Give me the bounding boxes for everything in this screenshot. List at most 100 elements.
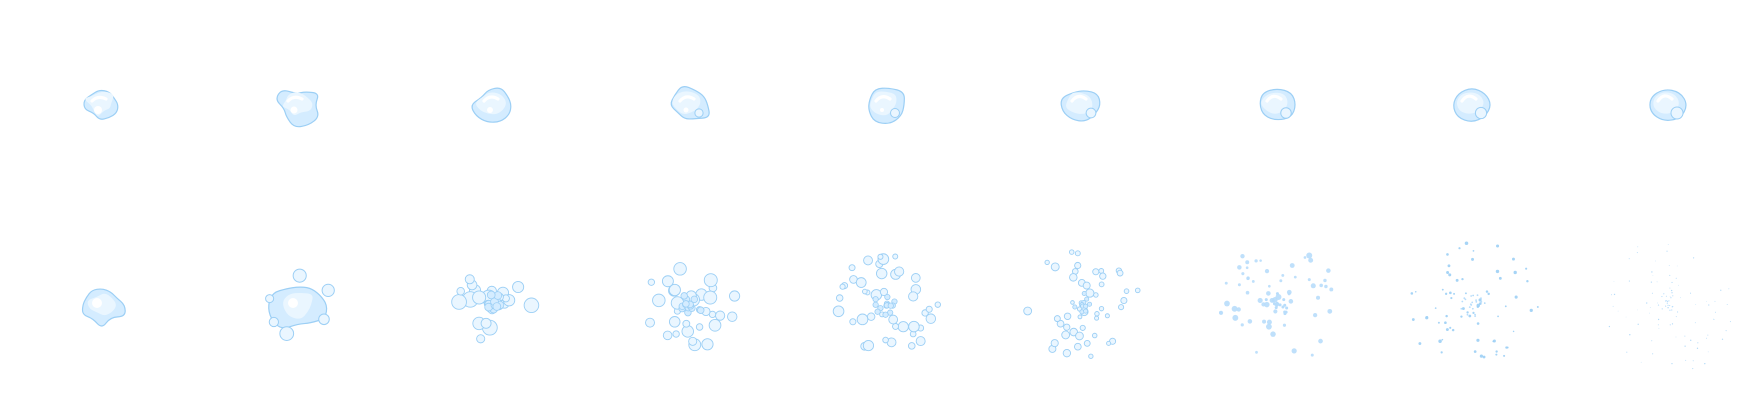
burst-droplet	[1495, 269, 1500, 274]
burst-droplet	[451, 294, 467, 310]
burst-cluster	[1666, 302, 1668, 304]
burst-droplet	[1268, 284, 1271, 288]
forming-frame-9	[1649, 89, 1687, 121]
burst-droplet	[1232, 314, 1239, 321]
burst-droplet	[1628, 258, 1630, 260]
burst-droplet	[729, 290, 741, 302]
burst-cluster	[690, 295, 699, 304]
burst-droplet	[1487, 292, 1490, 296]
burst-droplet	[1706, 301, 1707, 303]
burst-droplet	[1092, 268, 1100, 276]
burst-cluster	[1666, 300, 1669, 302]
burst-droplet	[1259, 259, 1262, 262]
burst-droplet	[1671, 281, 1673, 284]
burst-droplet	[1652, 274, 1654, 276]
burst-cluster	[1480, 297, 1482, 300]
burst-droplet	[835, 294, 844, 302]
burst-droplet	[1303, 256, 1307, 259]
burst-droplet	[1503, 354, 1506, 357]
burst-droplet	[1458, 247, 1461, 250]
burst-cluster	[1087, 301, 1093, 307]
burst-droplet	[1666, 250, 1668, 252]
bursting-frame-9	[1608, 244, 1731, 370]
burst-cluster	[872, 301, 879, 308]
burst-droplet	[673, 262, 687, 276]
burst-droplet	[897, 321, 909, 333]
burst-droplet	[1608, 325, 1611, 328]
bubble-droplet	[1670, 106, 1684, 120]
burst-droplet	[1446, 271, 1450, 274]
burst-droplet	[1461, 307, 1465, 310]
burst-droplet	[1671, 363, 1673, 365]
burst-droplet	[1476, 338, 1480, 342]
burst-droplet	[1479, 354, 1484, 358]
burst-droplet	[1282, 323, 1287, 327]
burst-droplet	[1316, 295, 1321, 300]
burst-cluster	[1264, 298, 1268, 302]
burst-droplet	[1451, 328, 1455, 332]
burst-droplet	[1254, 259, 1258, 263]
burst-droplet	[1637, 246, 1639, 248]
burst-droplet	[1476, 305, 1480, 309]
burst-droplet	[1077, 314, 1083, 320]
burst-droplet	[1410, 292, 1414, 295]
burst-droplet	[1713, 318, 1715, 320]
burst-droplet	[1308, 257, 1314, 263]
burst-glint	[288, 298, 298, 308]
burst-droplet	[1713, 319, 1715, 320]
burst-droplet	[1324, 284, 1328, 289]
burst-cluster	[1282, 298, 1286, 302]
burst-droplet	[708, 318, 722, 332]
burst-droplet	[1496, 244, 1500, 248]
burst-droplet	[1050, 339, 1059, 348]
burst-droplet	[1445, 328, 1449, 332]
bubble-highlight	[678, 95, 696, 103]
burst-droplet	[877, 253, 884, 260]
burst-droplet	[1106, 340, 1112, 346]
burst-droplet	[1526, 279, 1529, 283]
bubble-droplet	[1085, 107, 1097, 119]
burst-droplet	[682, 319, 691, 328]
burst-droplet	[1318, 338, 1323, 344]
burst-droplet	[1626, 351, 1628, 353]
bursting-frame-1	[81, 288, 126, 327]
burst-droplet	[1657, 324, 1659, 326]
burst-droplet	[1671, 292, 1673, 294]
burst-droplet	[832, 305, 845, 318]
burst-droplet	[1468, 314, 1472, 318]
burst-droplet	[1265, 323, 1272, 330]
burst-cluster	[1665, 300, 1667, 302]
burst-droplet	[1099, 272, 1107, 280]
burst-droplet	[1261, 302, 1266, 307]
burst-cluster	[1661, 308, 1663, 310]
burst-cluster	[884, 293, 891, 301]
burst-droplet	[480, 317, 492, 329]
burst-droplet	[879, 287, 889, 297]
burst-cluster	[1676, 311, 1679, 313]
burst-droplet	[1446, 253, 1449, 256]
burst-droplet	[908, 291, 919, 302]
burst-droplet	[1455, 278, 1459, 282]
burst-droplet	[1684, 345, 1686, 347]
burst-droplet	[1536, 305, 1539, 308]
burst-droplet	[925, 305, 933, 313]
burst-cluster	[1468, 306, 1471, 308]
burst-cluster	[1083, 303, 1089, 309]
burst-droplet	[1245, 266, 1249, 270]
burst-droplet	[1123, 288, 1130, 294]
burst-droplet	[1725, 330, 1727, 332]
bubble-droplet	[694, 108, 704, 118]
burst-droplet	[1074, 250, 1081, 257]
burst-droplet	[1118, 304, 1125, 311]
burst-droplet	[1613, 280, 1615, 282]
burst-cluster	[1278, 303, 1282, 307]
burst-droplet	[1704, 362, 1706, 365]
burst-droplet	[882, 336, 889, 344]
burst-cluster	[1283, 303, 1287, 307]
bubble-glint	[290, 106, 298, 114]
burst-cluster	[680, 292, 688, 300]
burst-cluster	[682, 300, 690, 308]
burst-droplet	[1050, 262, 1060, 272]
burst-droplet	[1728, 288, 1730, 290]
bursting-frame-4	[645, 262, 741, 352]
